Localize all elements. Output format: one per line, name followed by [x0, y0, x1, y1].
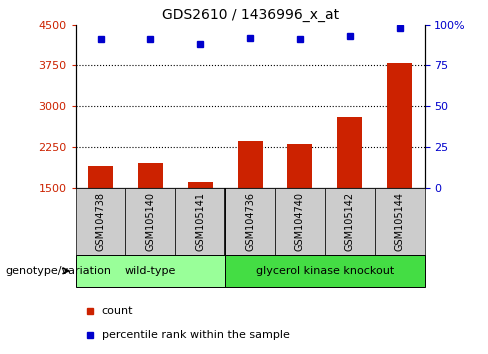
Text: glycerol kinase knockout: glycerol kinase knockout: [256, 266, 394, 276]
Text: GSM104738: GSM104738: [96, 192, 105, 251]
Text: GSM105142: GSM105142: [345, 192, 355, 251]
Text: GSM105141: GSM105141: [195, 192, 205, 251]
Text: GSM104736: GSM104736: [245, 192, 255, 251]
Text: genotype/variation: genotype/variation: [5, 266, 111, 276]
Text: GSM104740: GSM104740: [295, 192, 305, 251]
Title: GDS2610 / 1436996_x_at: GDS2610 / 1436996_x_at: [162, 8, 339, 22]
Bar: [287, 144, 312, 188]
Bar: [375, 188, 425, 255]
Bar: [88, 166, 113, 188]
Text: GSM105140: GSM105140: [145, 192, 155, 251]
Bar: [275, 188, 325, 255]
Bar: [125, 188, 175, 255]
Bar: [387, 63, 412, 188]
Bar: [337, 117, 362, 188]
Bar: [238, 142, 263, 188]
Bar: [76, 188, 125, 255]
Bar: [175, 188, 225, 255]
Text: wild-type: wild-type: [125, 266, 176, 276]
Bar: [225, 188, 275, 255]
Bar: [325, 188, 375, 255]
Bar: [76, 255, 225, 287]
Bar: [188, 182, 213, 188]
Bar: [225, 255, 425, 287]
Text: GSM105144: GSM105144: [395, 192, 405, 251]
Text: percentile rank within the sample: percentile rank within the sample: [102, 330, 290, 339]
Text: count: count: [102, 306, 133, 316]
Bar: [138, 163, 163, 188]
